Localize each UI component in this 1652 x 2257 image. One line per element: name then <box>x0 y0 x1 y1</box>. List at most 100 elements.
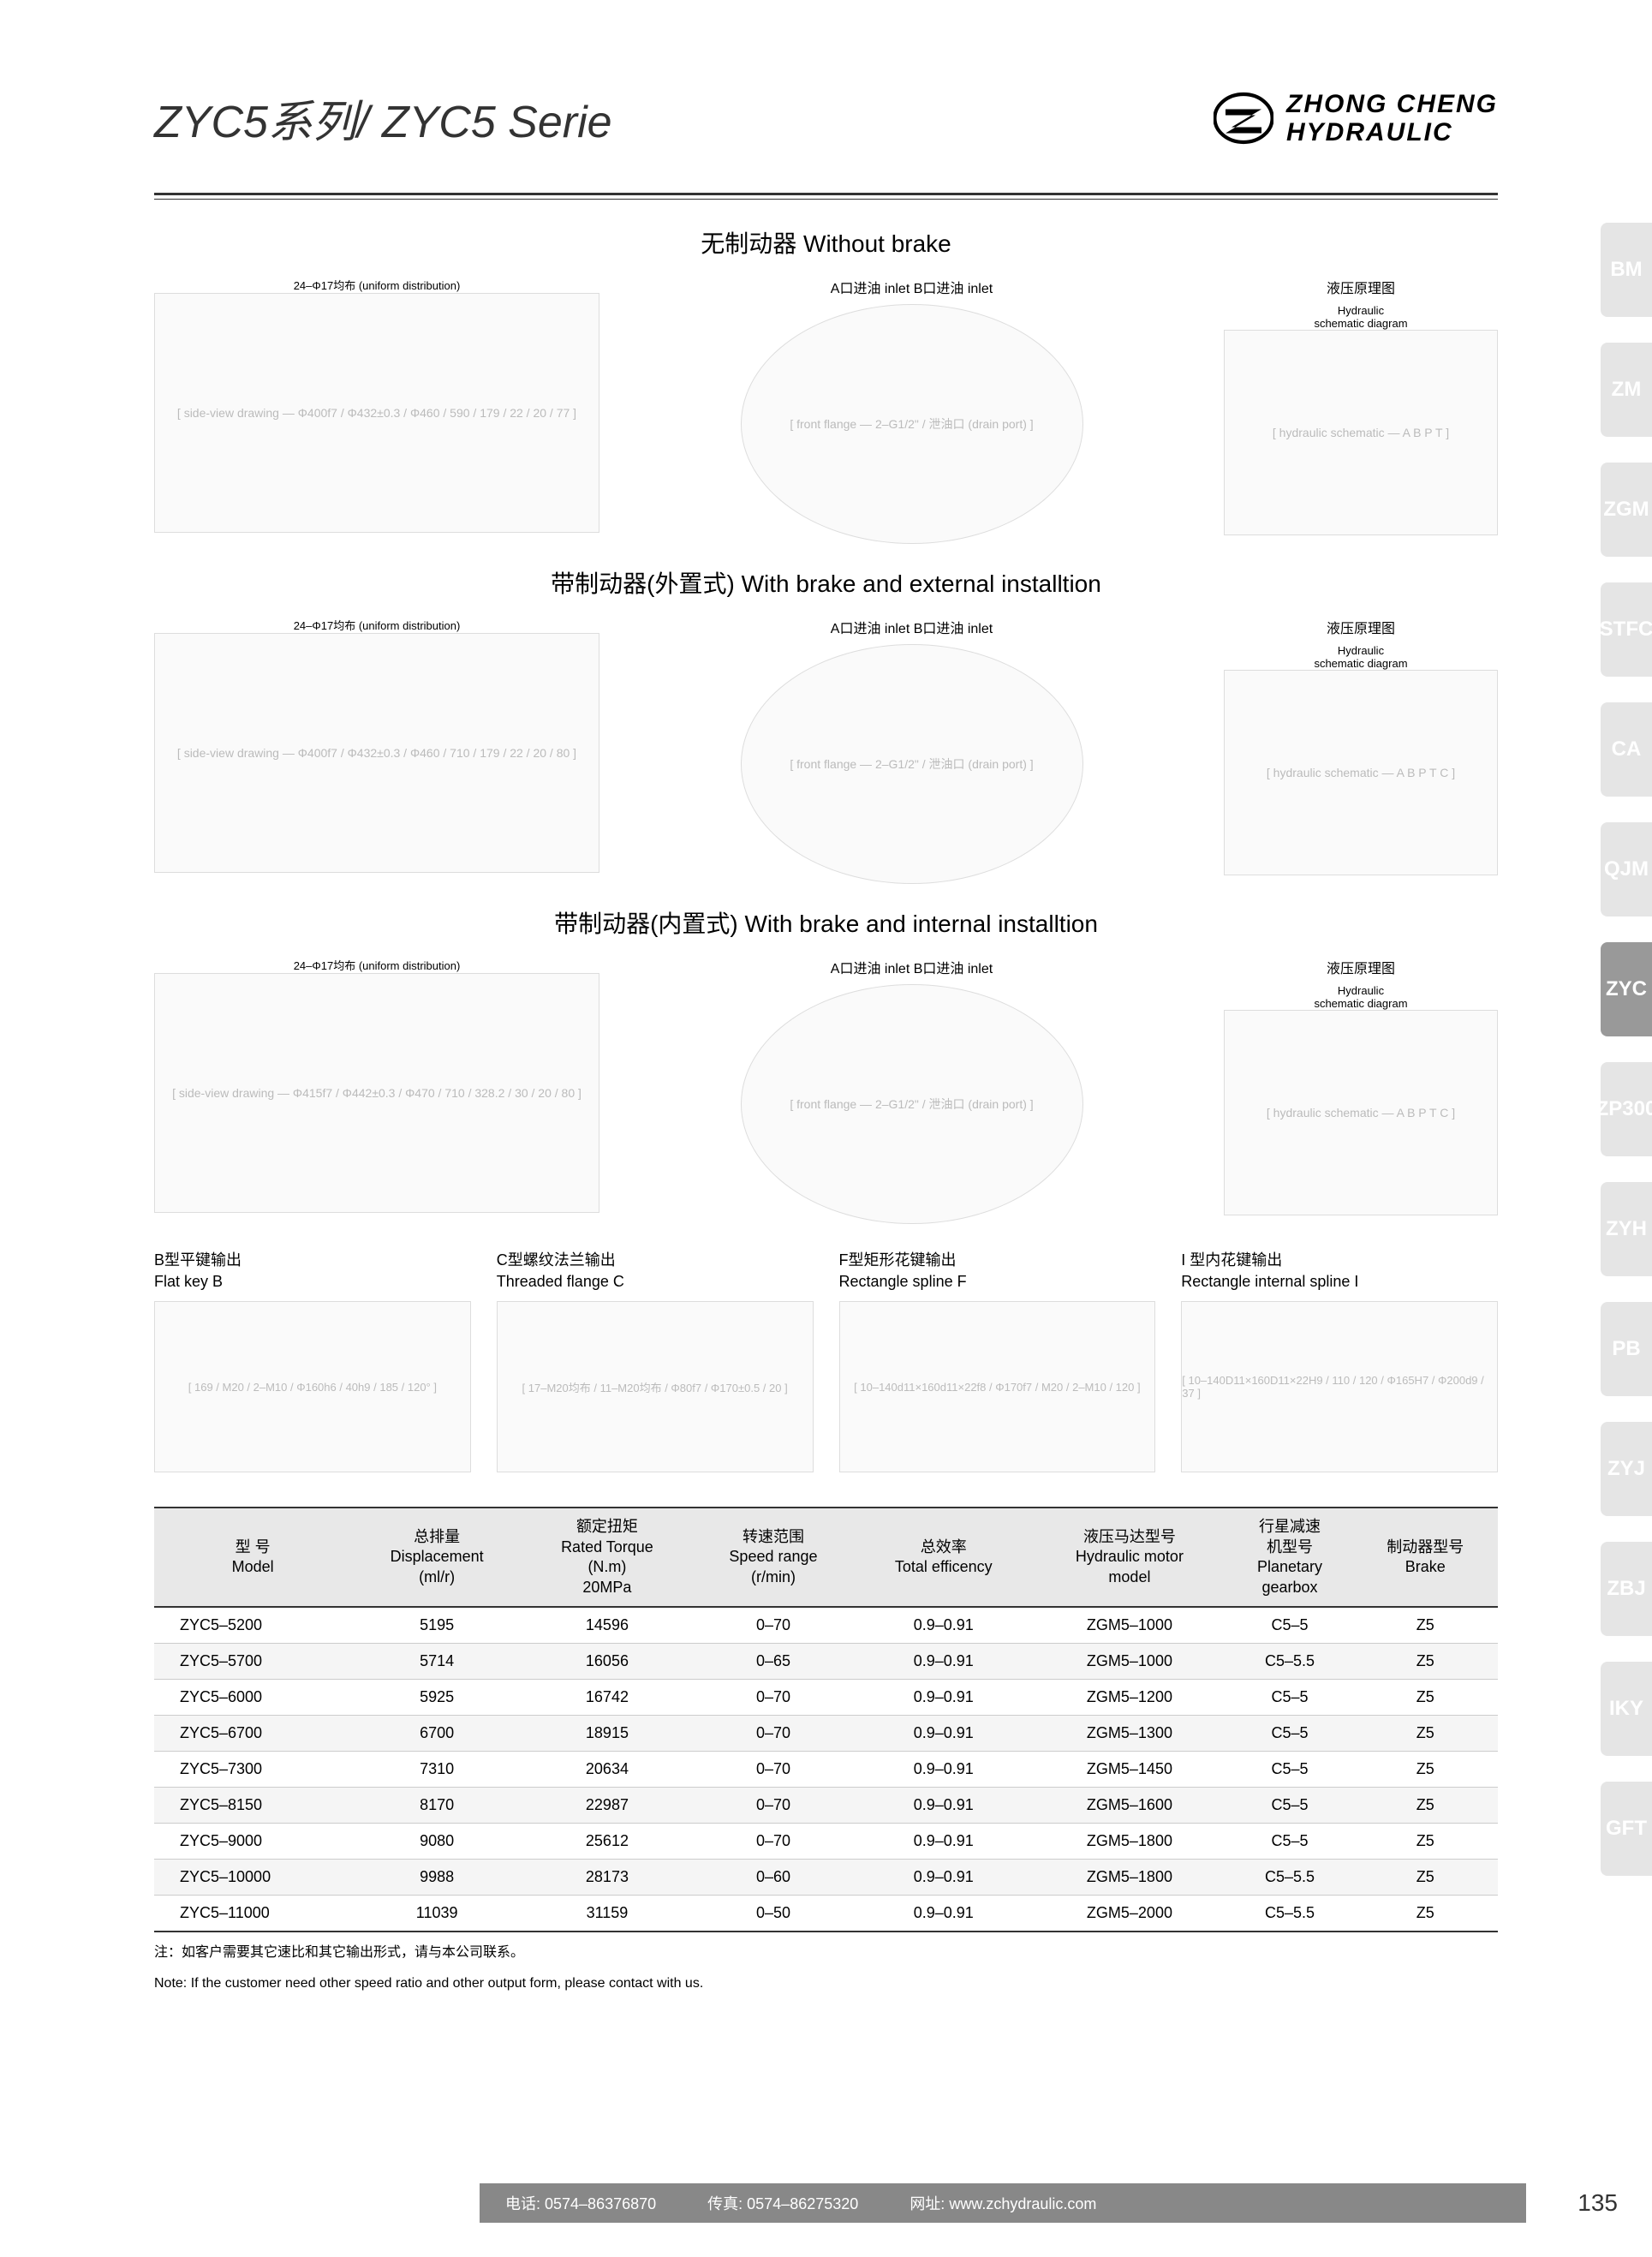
page-header: ZYC5系列/ ZYC5 Serie ZHONG CHENG HYDRAULIC <box>154 86 1498 150</box>
table-header: 总排量Displacement(ml/r) <box>351 1508 522 1607</box>
inlet-label: A口进油 inlet B口进油 inlet <box>831 617 993 637</box>
schematic-label-en: Hydraulicschematic diagram <box>1314 644 1407 670</box>
table-cell: Z5 <box>1353 1643 1498 1679</box>
page-title: ZYC5系列/ ZYC5 Serie <box>154 86 612 150</box>
table-cell: Z5 <box>1353 1823 1498 1859</box>
side-tab-bm[interactable]: BM <box>1601 223 1652 317</box>
table-cell: ZGM5–1200 <box>1032 1679 1226 1715</box>
table-cell: 5925 <box>351 1679 522 1715</box>
table-cell: 31159 <box>522 1895 692 1932</box>
schematic-label-cn: 液压原理图 <box>1327 957 1395 977</box>
table-cell: ZGM5–1800 <box>1032 1823 1226 1859</box>
table-cell: C5–5.5 <box>1226 1859 1352 1895</box>
table-cell: Z5 <box>1353 1751 1498 1787</box>
front-view-drawing: [ front flange — 2–G1/2" / 泄油口 (drain po… <box>741 984 1083 1224</box>
table-header: 总效率Total efficency <box>855 1508 1032 1607</box>
table-cell: 16742 <box>522 1679 692 1715</box>
table-cell: C5–5 <box>1226 1607 1352 1644</box>
table-cell: 0–70 <box>692 1679 855 1715</box>
shaft-title: B型平键输出Flat key B <box>154 1250 471 1293</box>
side-tab-gft[interactable]: GFT <box>1601 1782 1652 1876</box>
table-cell: 0.9–0.91 <box>855 1859 1032 1895</box>
side-tab-zm[interactable]: ZM <box>1601 343 1652 437</box>
table-cell: ZGM5–1000 <box>1032 1643 1226 1679</box>
table-row: ZYC5–81508170229870–700.9–0.91ZGM5–1600C… <box>154 1787 1498 1823</box>
side-tab-zyh[interactable]: ZYH <box>1601 1182 1652 1276</box>
logo-icon <box>1214 88 1273 148</box>
section-title: 带制动器(外置式) With brake and external instal… <box>154 565 1498 600</box>
table-cell: ZYC5–7300 <box>154 1751 351 1787</box>
side-view-drawing: [ side-view drawing — Φ400f7 / Φ432±0.3 … <box>154 633 599 873</box>
side-tab-zgm[interactable]: ZGM <box>1601 463 1652 557</box>
table-cell: 0.9–0.91 <box>855 1607 1032 1644</box>
table-cell: ZGM5–1600 <box>1032 1787 1226 1823</box>
divider <box>154 199 1498 200</box>
table-cell: Z5 <box>1353 1859 1498 1895</box>
table-row: ZYC5–100009988281730–600.9–0.91ZGM5–1800… <box>154 1859 1498 1895</box>
side-tab-pb[interactable]: PB <box>1601 1302 1652 1396</box>
table-cell: C5–5 <box>1226 1823 1352 1859</box>
table-cell: ZGM5–1800 <box>1032 1859 1226 1895</box>
side-tab-zyj[interactable]: ZYJ <box>1601 1422 1652 1516</box>
page-footer: 电话: 0574–86376870 传真: 0574–86275320 网址: … <box>0 2183 1652 2223</box>
table-header: 行星减速机型号Planetarygearbox <box>1226 1508 1352 1607</box>
note-cn: 注：如客户需要其它速比和其它输出形式，请与本公司联系。 <box>154 1943 1498 1963</box>
shaft-title: C型螺纹法兰输出Threaded flange C <box>497 1250 814 1293</box>
table-cell: 6700 <box>351 1715 522 1751</box>
table-cell: 0.9–0.91 <box>855 1715 1032 1751</box>
diagram-section: 带制动器(内置式) With brake and internal instal… <box>154 905 1498 1224</box>
front-view-drawing: [ front flange — 2–G1/2" / 泄油口 (drain po… <box>741 644 1083 884</box>
table-cell: 20634 <box>522 1751 692 1787</box>
table-cell: 0–70 <box>692 1607 855 1644</box>
shaft-drawing: [ 17–M20均布 / 11–M20均布 / Φ80f7 / Φ170±0.5… <box>497 1301 814 1472</box>
footer-web: 网址: www.zchydraulic.com <box>909 2192 1096 2214</box>
side-tab-iky[interactable]: IKY <box>1601 1662 1652 1756</box>
diagram-section: 带制动器(外置式) With brake and external instal… <box>154 565 1498 884</box>
schematic-label-cn: 液压原理图 <box>1327 277 1395 297</box>
table-cell: 18915 <box>522 1715 692 1751</box>
side-tab-zbj[interactable]: ZBJ <box>1601 1542 1652 1636</box>
table-cell: ZGM5–1000 <box>1032 1607 1226 1644</box>
inlet-label: A口进油 inlet B口进油 inlet <box>831 957 993 977</box>
shaft-drawing: [ 169 / M20 / 2–M10 / Φ160h6 / 40h9 / 18… <box>154 1301 471 1472</box>
table-cell: Z5 <box>1353 1679 1498 1715</box>
table-row: ZYC5–67006700189150–700.9–0.91ZGM5–1300C… <box>154 1715 1498 1751</box>
footer-fax: 传真: 0574–86275320 <box>707 2192 858 2214</box>
table-cell: C5–5 <box>1226 1715 1352 1751</box>
schematic-label-cn: 液压原理图 <box>1327 617 1395 637</box>
side-tab-qjm[interactable]: QJM <box>1601 822 1652 917</box>
shaft-output: C型螺纹法兰输出Threaded flange C [ 17–M20均布 / 1… <box>497 1250 814 1472</box>
table-header: 型 号Model <box>154 1508 351 1607</box>
table-cell: 5195 <box>351 1607 522 1644</box>
table-cell: C5–5.5 <box>1226 1643 1352 1679</box>
side-tab-ca[interactable]: CA <box>1601 702 1652 797</box>
table-cell: ZYC5–10000 <box>154 1859 351 1895</box>
shaft-title: F型矩形花键输出Rectangle spline F <box>839 1250 1156 1293</box>
shaft-output-row: B型平键输出Flat key B [ 169 / M20 / 2–M10 / Φ… <box>154 1250 1498 1472</box>
table-cell: ZYC5–6700 <box>154 1715 351 1751</box>
brand-logo: ZHONG CHENG HYDRAULIC <box>1214 88 1498 148</box>
table-cell: 0.9–0.91 <box>855 1751 1032 1787</box>
side-tab-zp300[interactable]: ZP300 <box>1601 1062 1652 1156</box>
shaft-output: I 型内花键输出Rectangle internal spline I [ 10… <box>1181 1250 1498 1472</box>
table-cell: 7310 <box>351 1751 522 1787</box>
page-number: 135 <box>1543 2189 1652 2217</box>
table-cell: ZGM5–2000 <box>1032 1895 1226 1932</box>
table-cell: 11039 <box>351 1895 522 1932</box>
side-tab-zyc[interactable]: ZYC <box>1601 942 1652 1036</box>
uniform-dist-label: 24–Φ17均布 (uniform distribution) <box>294 957 461 973</box>
table-cell: 0–70 <box>692 1715 855 1751</box>
table-cell: 25612 <box>522 1823 692 1859</box>
table-cell: 0–70 <box>692 1751 855 1787</box>
table-row: ZYC5–1100011039311590–500.9–0.91ZGM5–200… <box>154 1895 1498 1932</box>
table-cell: 28173 <box>522 1859 692 1895</box>
section-title: 带制动器(内置式) With brake and internal instal… <box>154 905 1498 940</box>
side-tab-stfc[interactable]: STFC <box>1601 582 1652 677</box>
table-cell: 9988 <box>351 1859 522 1895</box>
table-cell: ZGM5–1300 <box>1032 1715 1226 1751</box>
footer-tel: 电话: 0574–86376870 <box>505 2192 656 2214</box>
brand-line1: ZHONG CHENG <box>1286 90 1498 118</box>
table-row: ZYC5–60005925167420–700.9–0.91ZGM5–1200C… <box>154 1679 1498 1715</box>
side-view-drawing: [ side-view drawing — Φ400f7 / Φ432±0.3 … <box>154 293 599 533</box>
table-header: 制动器型号Brake <box>1353 1508 1498 1607</box>
